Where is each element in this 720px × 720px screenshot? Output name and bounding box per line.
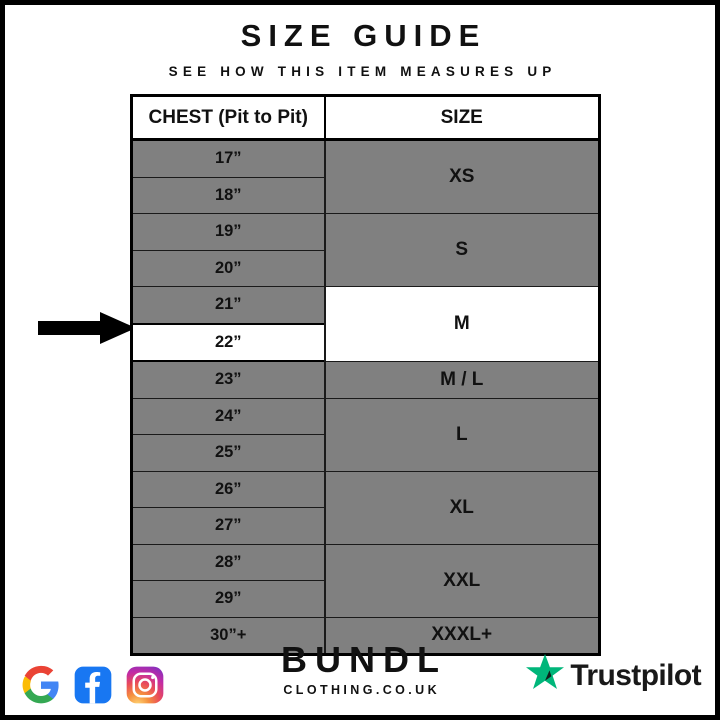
size-cell: L (323, 397, 600, 472)
table-row: 24” L (131, 397, 600, 472)
chest-cell: 20” (131, 249, 325, 287)
table-row: 27” (131, 507, 600, 545)
table-row: 25” (131, 434, 600, 472)
column-header-size: SIZE (324, 95, 600, 141)
table-row: 20” (131, 249, 600, 287)
footer: BUNDL CLOTHING.CO.UK Trustpilot (5, 639, 715, 709)
chest-cell: 30”+ (131, 616, 325, 655)
brand-name: BUNDL (281, 639, 447, 680)
chest-cell: 25” (131, 434, 325, 472)
brand-domain: CLOTHING.CO.UK (283, 683, 440, 697)
table-row: 23” M / L (131, 360, 600, 399)
size-cell: XXXL+ (323, 616, 600, 655)
page-subtitle: SEE HOW THIS ITEM MEASURES UP (168, 64, 557, 80)
facebook-icon[interactable] (73, 665, 113, 705)
table-row: 26” XL (131, 470, 600, 545)
size-cell: M (323, 286, 600, 362)
table-row: 28” XXL (131, 543, 600, 618)
google-icon[interactable] (21, 665, 61, 705)
size-cell: S (323, 213, 600, 287)
table-row: 29” (131, 580, 600, 618)
table-row: 17” XS (131, 139, 600, 214)
table-row: 18” (131, 176, 600, 214)
trustpilot-logo[interactable]: Trustpilot (525, 654, 702, 697)
table-row: 21” M (131, 286, 600, 362)
chest-cell: 24” (131, 397, 325, 435)
page-title: SIZE GUIDE (240, 18, 487, 53)
size-cell: M / L (323, 360, 600, 399)
table-header: CHEST (Pit to Pit) SIZE (131, 95, 600, 141)
size-cell: XL (323, 470, 600, 545)
brand-logo: BUNDL CLOTHING.CO.UK (5, 639, 715, 698)
size-table: CHEST (Pit to Pit) SIZE 17” XS 18” 19” S 20” 2… (130, 94, 601, 656)
chest-cell: 19” (131, 213, 325, 251)
size-table-wrap: CHEST (Pit to Pit) SIZE 17” XS 18” 19” S 20” 2… (130, 94, 601, 656)
size-cell: XS (323, 139, 600, 214)
table-header-row: CHEST (Pit to Pit) SIZE (131, 95, 600, 141)
chest-cell: 27” (131, 507, 325, 545)
table-row: 30”+ XXXL+ (131, 616, 600, 655)
table-row: 22” (131, 322, 600, 362)
chest-cell: 21” (131, 286, 325, 324)
right-arrow-icon (38, 312, 136, 344)
chest-cell: 18” (131, 176, 325, 214)
table-row: 19” S (131, 213, 600, 287)
social-links (21, 665, 165, 705)
chest-cell: 26” (131, 470, 325, 508)
instagram-icon[interactable] (125, 665, 165, 705)
chest-cell: 23” (131, 360, 325, 399)
chest-cell: 28” (131, 543, 325, 581)
chest-cell: 29” (131, 580, 325, 618)
trustpilot-wordmark: Trustpilot (570, 658, 701, 692)
column-header-chest: CHEST (Pit to Pit) (131, 95, 326, 141)
trustpilot-star-icon (525, 654, 565, 697)
table-body: 17” XS 18” 19” S 20” 21” M 22” 23” M / L 24” L 25” 26”… (131, 139, 600, 655)
chest-cell: 17” (131, 139, 325, 178)
chest-cell: 22” (131, 322, 325, 362)
size-cell: XXL (323, 543, 600, 618)
header: SIZE GUIDE SEE HOW THIS ITEM MEASURES UP (5, 5, 715, 79)
